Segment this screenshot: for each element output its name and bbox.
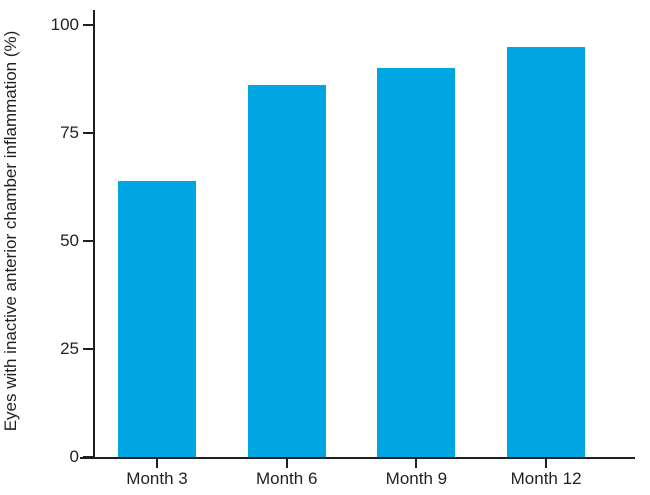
x-tick-mark <box>415 459 418 468</box>
bar-month-9 <box>377 68 456 457</box>
x-tick-label: Month 3 <box>126 469 188 488</box>
x-tick-mark <box>285 459 288 468</box>
bar-month-3 <box>118 180 196 457</box>
y-axis-line <box>93 10 95 459</box>
y-tick-label: 100 <box>50 15 79 34</box>
y-tick-label: 50 <box>60 231 79 250</box>
y-tick-mark <box>83 132 94 134</box>
y-tick-mark <box>83 456 94 458</box>
y-tick-mark <box>83 240 94 242</box>
y-tick-mark <box>83 348 94 350</box>
y-tick-label: 75 <box>60 123 79 142</box>
y-tick-mark <box>83 24 94 26</box>
y-tick-label: 25 <box>60 339 79 358</box>
x-tick-label: Month 6 <box>255 469 318 488</box>
x-tick-mark <box>545 459 548 468</box>
y-axis-title-text: Eyes with inactive anterior chamber infl… <box>1 30 20 432</box>
bar-month-12 <box>507 46 586 457</box>
x-tick-label: Month 9 <box>385 469 448 488</box>
x-tick-label: Month 12 <box>510 469 582 488</box>
x-axis-line <box>80 457 635 459</box>
bar-month-6 <box>247 85 326 457</box>
y-tick-label: 0 <box>69 447 79 466</box>
x-tick-mark <box>156 459 158 468</box>
